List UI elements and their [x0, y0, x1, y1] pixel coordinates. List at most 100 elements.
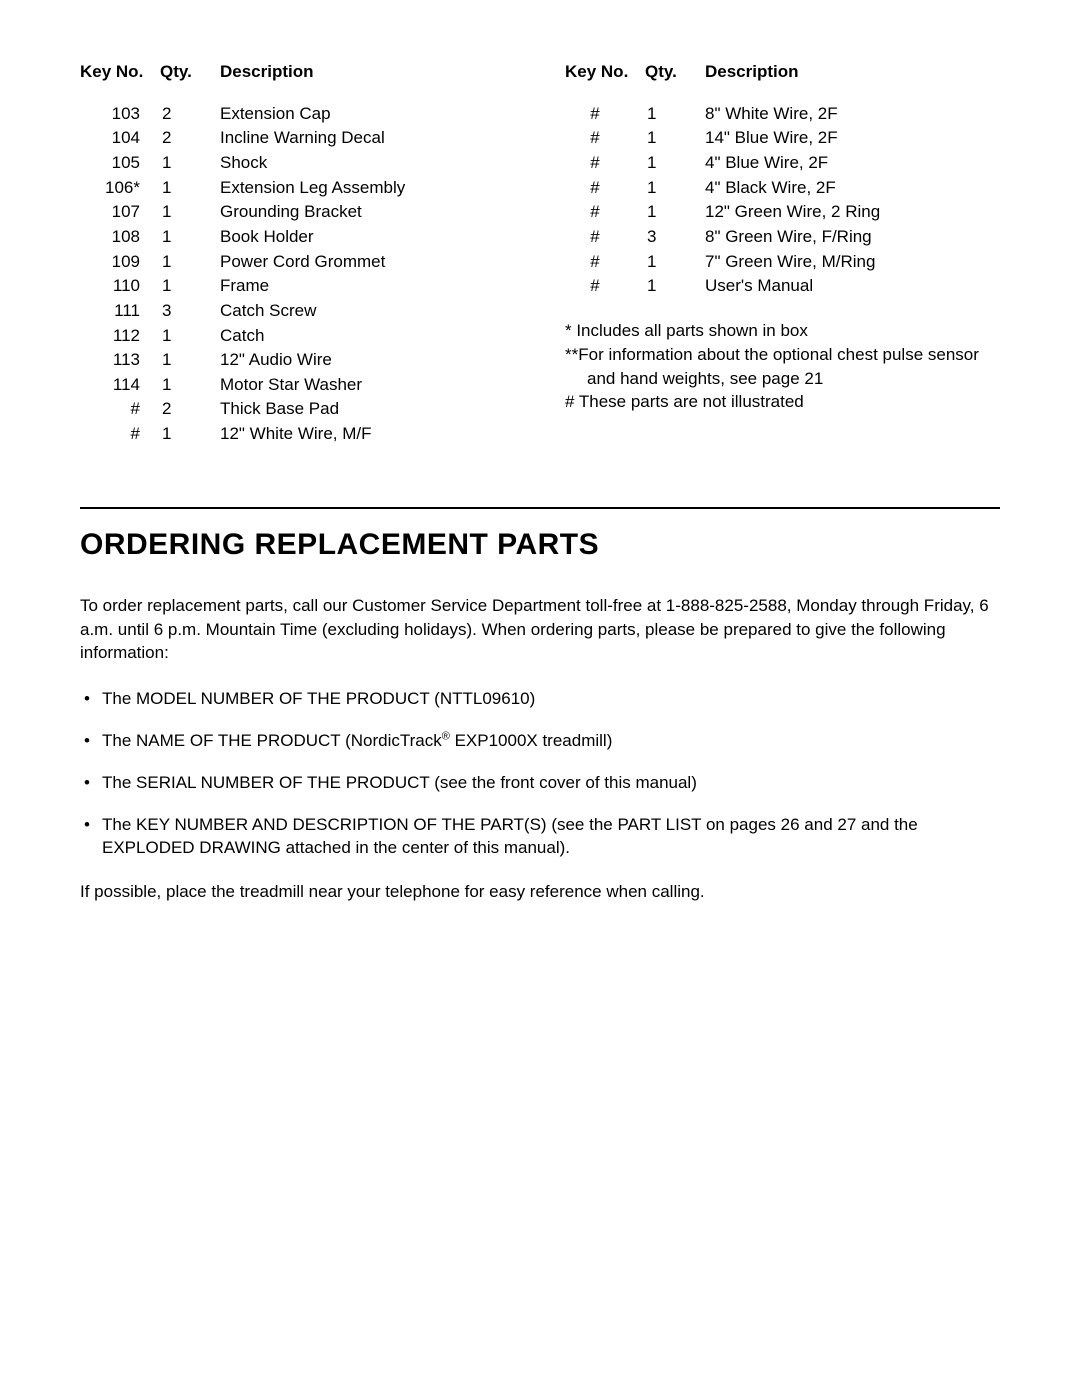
cell-keyno: 105 [80, 151, 160, 176]
table-row: 1101Frame [80, 274, 515, 299]
cell-keyno: 107 [80, 200, 160, 225]
cell-description: 4" Blue Wire, 2F [705, 151, 1000, 176]
cell-description: 4" Black Wire, 2F [705, 176, 1000, 201]
cell-qty: 1 [645, 151, 705, 176]
table-row: #17" Green Wire, M/Ring [565, 250, 1000, 275]
section-heading: ORDERING REPLACEMENT PARTS [80, 524, 1000, 566]
table-row: #114" Blue Wire, 2F [565, 126, 1000, 151]
cell-description: User's Manual [705, 274, 1000, 299]
table-row: 1032Extension Cap [80, 102, 515, 127]
header-keyno: Key No. [565, 60, 645, 84]
cell-keyno: 104 [80, 126, 160, 151]
table-row: 1081Book Holder [80, 225, 515, 250]
parts-columns: Key No. Qty. Description 1032Extension C… [80, 60, 1000, 447]
table-row: 1071Grounding Bracket [80, 200, 515, 225]
cell-qty: 1 [645, 102, 705, 127]
cell-description: Extension Leg Assembly [220, 176, 515, 201]
table-row: 1141Motor Star Washer [80, 373, 515, 398]
left-table-header: Key No. Qty. Description [80, 60, 515, 84]
cell-description: Shock [220, 151, 515, 176]
bullet-product-name-post: EXP1000X treadmill) [450, 731, 613, 750]
ordering-outro: If possible, place the treadmill near yo… [80, 880, 1000, 904]
table-row: #14" Blue Wire, 2F [565, 151, 1000, 176]
cell-keyno: 109 [80, 250, 160, 275]
table-row: #2Thick Base Pad [80, 397, 515, 422]
cell-description: Frame [220, 274, 515, 299]
table-row: 1113Catch Screw [80, 299, 515, 324]
cell-description: 12" Green Wire, 2 Ring [705, 200, 1000, 225]
cell-description: Catch [220, 324, 515, 349]
bullet-serial-number: The SERIAL NUMBER OF THE PRODUCT (see th… [80, 771, 1000, 795]
cell-qty: 1 [160, 348, 220, 373]
bullet-product-name-pre: The NAME OF THE PRODUCT (NordicTrack [102, 731, 442, 750]
cell-description: 8" Green Wire, F/Ring [705, 225, 1000, 250]
cell-qty: 1 [160, 151, 220, 176]
cell-qty: 1 [160, 225, 220, 250]
table-row: #112" White Wire, M/F [80, 422, 515, 447]
cell-qty: 1 [160, 176, 220, 201]
footnotes-block: * Includes all parts shown in box **For … [565, 319, 1000, 414]
cell-qty: 1 [160, 422, 220, 447]
cell-keyno: 113 [80, 348, 160, 373]
cell-qty: 1 [645, 274, 705, 299]
cell-description: Thick Base Pad [220, 397, 515, 422]
table-row: #112" Green Wire, 2 Ring [565, 200, 1000, 225]
table-row: 1051Shock [80, 151, 515, 176]
ordering-bullet-list: The MODEL NUMBER OF THE PRODUCT (NTTL096… [80, 687, 1000, 860]
ordering-intro: To order replacement parts, call our Cus… [80, 594, 1000, 665]
table-row: 113112" Audio Wire [80, 348, 515, 373]
right-column: Key No. Qty. Description #18" White Wire… [565, 60, 1000, 447]
footnote-asterisk: * Includes all parts shown in box [565, 319, 1000, 343]
header-qty: Qty. [160, 60, 220, 84]
cell-qty: 1 [160, 250, 220, 275]
table-row: #18" White Wire, 2F [565, 102, 1000, 127]
table-row: #38" Green Wire, F/Ring [565, 225, 1000, 250]
section-divider [80, 507, 1000, 509]
cell-keyno: # [565, 225, 645, 250]
cell-description: Motor Star Washer [220, 373, 515, 398]
cell-keyno: # [565, 126, 645, 151]
table-row: 1091Power Cord Grommet [80, 250, 515, 275]
cell-description: Power Cord Grommet [220, 250, 515, 275]
cell-keyno: # [80, 397, 160, 422]
cell-keyno: # [565, 274, 645, 299]
cell-qty: 1 [645, 250, 705, 275]
cell-keyno: # [565, 176, 645, 201]
right-table-body: #18" White Wire, 2F#114" Blue Wire, 2F#1… [565, 102, 1000, 299]
cell-qty: 1 [160, 373, 220, 398]
header-description: Description [220, 60, 515, 84]
cell-qty: 1 [645, 200, 705, 225]
cell-description: Extension Cap [220, 102, 515, 127]
cell-keyno: 112 [80, 324, 160, 349]
cell-qty: 1 [160, 274, 220, 299]
cell-description: 8" White Wire, 2F [705, 102, 1000, 127]
cell-keyno: 108 [80, 225, 160, 250]
cell-qty: 1 [160, 324, 220, 349]
cell-description: Incline Warning Decal [220, 126, 515, 151]
cell-keyno: 106* [80, 176, 160, 201]
cell-keyno: # [565, 250, 645, 275]
left-table-body: 1032Extension Cap1042Incline Warning Dec… [80, 102, 515, 447]
cell-description: 7" Green Wire, M/Ring [705, 250, 1000, 275]
cell-keyno: # [565, 102, 645, 127]
right-table-header: Key No. Qty. Description [565, 60, 1000, 84]
cell-qty: 2 [160, 397, 220, 422]
cell-qty: 2 [160, 102, 220, 127]
cell-qty: 3 [160, 299, 220, 324]
cell-qty: 1 [645, 176, 705, 201]
cell-description: Grounding Bracket [220, 200, 515, 225]
table-row: #1User's Manual [565, 274, 1000, 299]
table-row: 106*1Extension Leg Assembly [80, 176, 515, 201]
table-row: #14" Black Wire, 2F [565, 176, 1000, 201]
cell-qty: 3 [645, 225, 705, 250]
table-row: 1121Catch [80, 324, 515, 349]
cell-qty: 1 [645, 126, 705, 151]
left-column: Key No. Qty. Description 1032Extension C… [80, 60, 515, 447]
bullet-model-number: The MODEL NUMBER OF THE PRODUCT (NTTL096… [80, 687, 1000, 711]
cell-description: Book Holder [220, 225, 515, 250]
cell-keyno: 111 [80, 299, 160, 324]
cell-description: 14" Blue Wire, 2F [705, 126, 1000, 151]
footnote-hash: # These parts are not illustrated [565, 390, 1000, 414]
header-description: Description [705, 60, 1000, 84]
table-row: 1042Incline Warning Decal [80, 126, 515, 151]
